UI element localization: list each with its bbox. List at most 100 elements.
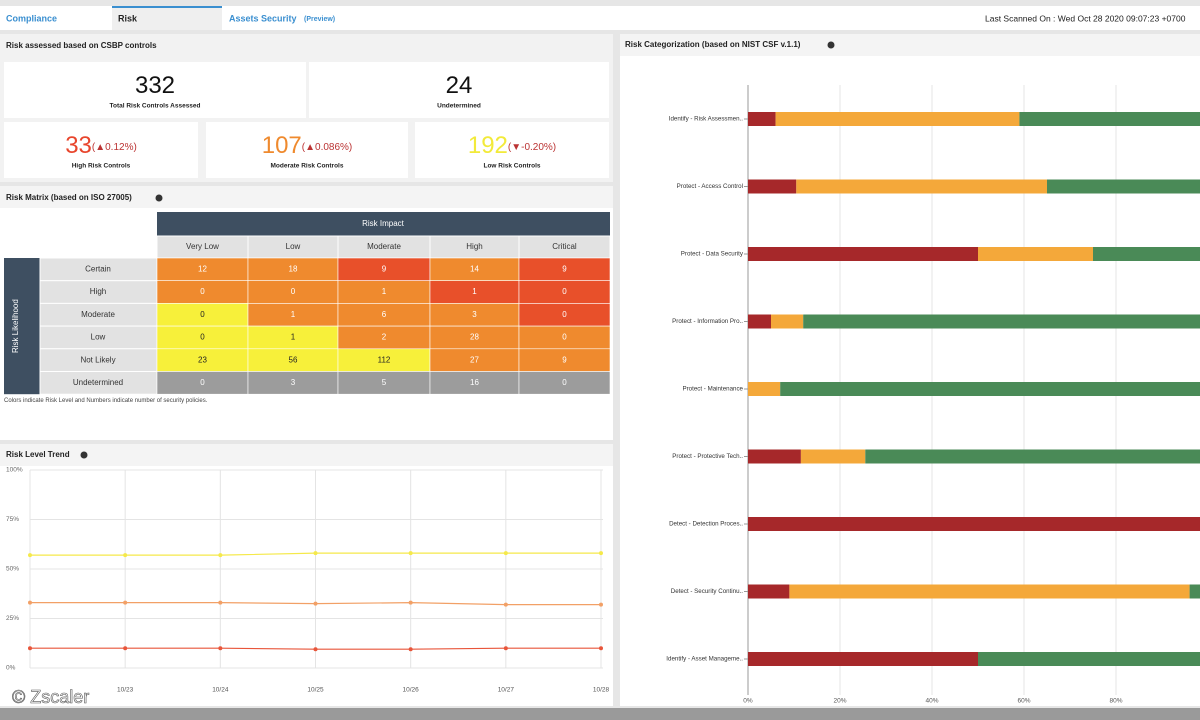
x-tick-label: 0% xyxy=(743,698,753,705)
info-icon[interactable] xyxy=(827,41,835,49)
bar-segment xyxy=(789,584,1190,599)
matrix-cell-value: 0 xyxy=(200,333,205,342)
matrix-column-label: Moderate xyxy=(367,242,401,251)
card-label: Moderate Risk Controls xyxy=(271,163,344,170)
matrix-cell-value: 9 xyxy=(382,264,387,273)
y-tick-label: 100% xyxy=(6,467,23,474)
matrix-cell-value: 12 xyxy=(198,264,207,273)
matrix-note: Colors indicate Risk Level and Numbers i… xyxy=(4,398,208,404)
tab[interactable]: Compliance xyxy=(6,13,57,23)
trend-point xyxy=(503,602,508,607)
x-tick-label: 10/26 xyxy=(403,687,420,694)
bar-segment xyxy=(748,449,801,464)
y-tick-label: 50% xyxy=(6,566,19,573)
summary-card xyxy=(4,122,198,178)
active-tab-indicator xyxy=(112,6,222,8)
trend-point xyxy=(218,600,223,605)
trend-point xyxy=(503,551,508,556)
matrix-row-label: High xyxy=(90,287,106,296)
panel-header xyxy=(0,444,613,466)
content: 332 Total Risk Controls Assessed 24 Undeter… xyxy=(4,62,1200,705)
matrix-cell-value: 28 xyxy=(470,333,479,342)
matrix-cell-value: 1 xyxy=(291,310,296,319)
bar-segment xyxy=(748,652,978,666)
x-tick-label: 10/27 xyxy=(498,687,515,694)
card-delta: (▼-0.20%) xyxy=(508,142,556,153)
bar-segment xyxy=(748,584,790,599)
y-tick-label: 0% xyxy=(6,665,16,672)
info-icon[interactable] xyxy=(155,194,163,202)
x-tick-label: 80% xyxy=(1109,698,1122,705)
x-tick-label: 10/24 xyxy=(212,687,229,694)
categorization-panel xyxy=(620,34,1200,706)
matrix-cell xyxy=(518,371,611,395)
y-tick-label: Detect - Detection Proces.. xyxy=(669,521,743,528)
summary-card xyxy=(206,122,408,178)
trend-point xyxy=(313,647,318,652)
card-label: Undetermined xyxy=(437,103,481,110)
bar-segment xyxy=(748,314,771,329)
trend-point xyxy=(313,601,318,606)
y-tick-label: 25% xyxy=(6,615,19,622)
y-tick-label: Identify - Asset Manageme.. xyxy=(666,656,743,663)
trend-point xyxy=(313,551,318,556)
matrix-row-label: Certain xyxy=(85,264,111,273)
tab[interactable]: Risk xyxy=(118,13,138,23)
bar-segment xyxy=(748,247,978,261)
matrix-column-label: Low xyxy=(286,242,301,251)
matrix-column-label: Very Low xyxy=(186,242,219,251)
matrix-cell-value: 0 xyxy=(562,287,567,296)
card-value: 107(▲0.086%) xyxy=(262,132,353,159)
matrix-cell-value: 0 xyxy=(562,333,567,342)
trend-point xyxy=(599,646,603,651)
trend-point xyxy=(218,646,223,651)
card-delta: (▲0.12%) xyxy=(92,142,137,153)
trend-point xyxy=(28,646,32,651)
y-tick-label: Identify - Risk Assessmen.. xyxy=(669,116,744,123)
bar-segment xyxy=(803,314,1200,329)
bar-segment xyxy=(775,112,1020,126)
matrix-cell-value: 1 xyxy=(382,287,387,296)
matrix-cell-value: 18 xyxy=(289,264,298,273)
bar-segment xyxy=(748,382,781,396)
matrix-cell-value: 3 xyxy=(291,378,296,387)
bar-segment xyxy=(865,449,1200,464)
matrix-cell-value: 0 xyxy=(562,378,567,387)
x-tick-label: 10/25 xyxy=(307,687,324,694)
bar-segment xyxy=(800,449,866,464)
card-label: Low Risk Controls xyxy=(483,163,540,170)
summary-card xyxy=(4,62,306,118)
panel-title: Risk Level Trend xyxy=(6,450,70,459)
trend-point xyxy=(408,600,413,605)
summary-card xyxy=(309,62,609,118)
matrix-cell-value: 9 xyxy=(562,264,567,273)
card-delta: (▲0.086%) xyxy=(302,142,352,153)
card-value: 332 xyxy=(135,72,175,99)
trend-point xyxy=(28,600,32,605)
matrix-cell-value: 0 xyxy=(200,310,205,319)
trend-point xyxy=(408,647,413,652)
tab[interactable]: Assets Security xyxy=(229,13,297,23)
panel-header xyxy=(620,34,1200,56)
y-tick-label: Detect - Security Continu.. xyxy=(671,588,743,595)
card-number: 33 xyxy=(65,132,92,159)
info-icon[interactable] xyxy=(80,451,88,459)
bar-segment xyxy=(1093,247,1200,261)
matrix-cell-value: 5 xyxy=(382,378,387,387)
bottom-bar xyxy=(0,708,1200,720)
trend-point xyxy=(599,602,603,607)
card-number: 24 xyxy=(446,72,473,99)
matrix-column-label: High xyxy=(466,242,482,251)
card-label: Total Risk Controls Assessed xyxy=(109,103,200,110)
trend-point xyxy=(123,600,128,605)
bar-segment xyxy=(748,517,1200,531)
matrix-cell-value: 14 xyxy=(470,264,479,273)
matrix-cell-value: 0 xyxy=(200,287,205,296)
y-tick-label: Protect - Data Security xyxy=(681,251,744,258)
bar-segment xyxy=(748,112,776,126)
panel-header xyxy=(0,186,613,208)
card-value: 192(▼-0.20%) xyxy=(468,132,556,159)
matrix-cell-value: 27 xyxy=(470,355,479,364)
bar-segment xyxy=(1047,179,1200,194)
